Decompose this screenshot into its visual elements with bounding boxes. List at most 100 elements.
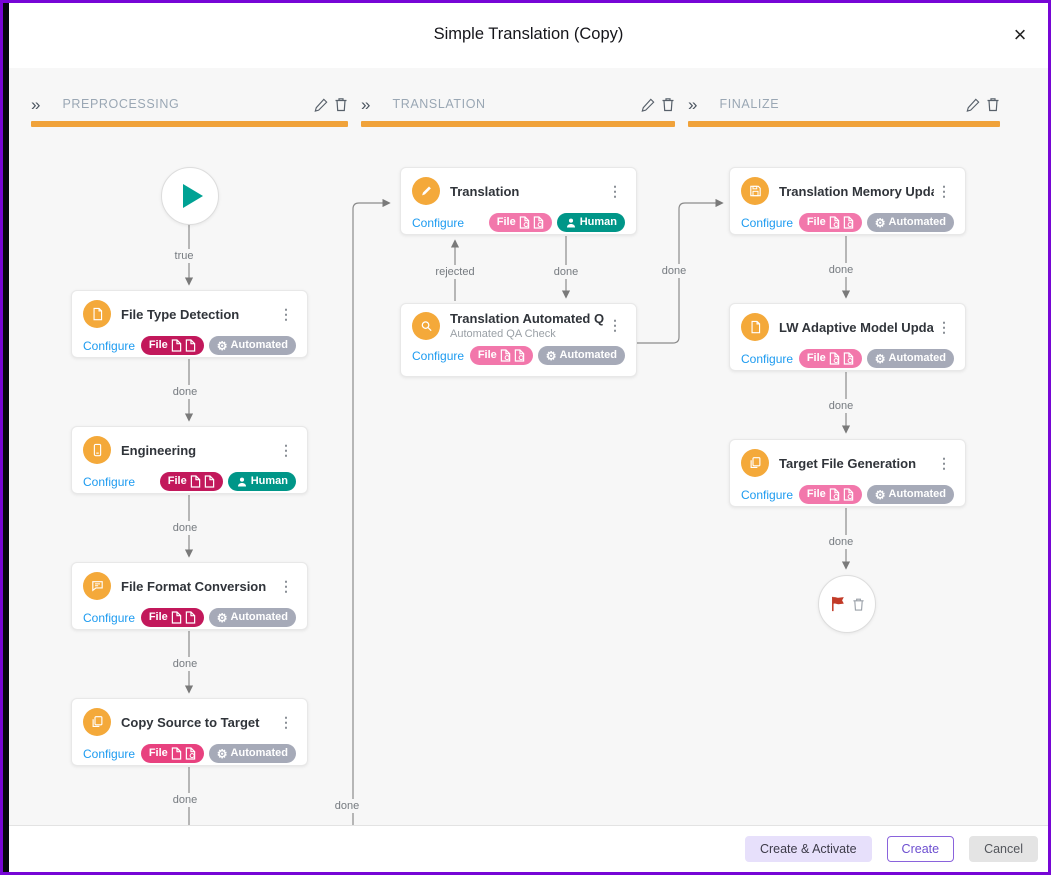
kebab-menu-icon[interactable]: ⋮	[937, 318, 951, 335]
edge-label-done: done	[168, 657, 202, 671]
node-lw-adaptive-model-updater[interactable]: LW Adaptive Model Updater ⋮ Configure Fi…	[729, 303, 966, 371]
kebab-menu-icon[interactable]: ⋮	[279, 441, 293, 458]
person-icon	[566, 218, 575, 228]
gear-icon: ⚙	[874, 351, 886, 366]
file-gear-icon	[500, 349, 511, 362]
file-gear-icon	[533, 216, 543, 229]
start-node[interactable]	[161, 167, 219, 225]
edge-label-done: done	[824, 263, 858, 277]
stage-progress-bar	[361, 121, 675, 127]
file-badge: File	[159, 472, 223, 491]
delete-stage-icon[interactable]	[661, 97, 675, 112]
configure-link[interactable]: Configure	[741, 351, 794, 366]
node-target-file-generation[interactable]: Target File Generation ⋮ Configure File …	[729, 439, 966, 507]
edge-label-done: done	[824, 535, 858, 549]
edge-label-done: done	[168, 793, 202, 807]
configure-link[interactable]: Configure	[412, 215, 465, 230]
kebab-menu-icon[interactable]: ⋮	[279, 713, 293, 730]
configure-link[interactable]: Configure	[412, 348, 465, 363]
stage-name: FINALIZE	[719, 97, 780, 111]
node-translation[interactable]: Translation ⋮ Configure File Human	[400, 167, 637, 235]
person-icon	[237, 477, 246, 487]
file-icon	[171, 747, 182, 760]
kebab-menu-icon[interactable]: ⋮	[608, 182, 622, 199]
human-badge: Human	[556, 213, 625, 232]
kebab-menu-icon[interactable]: ⋮	[279, 305, 293, 322]
automated-badge: ⚙ Automated	[866, 349, 954, 368]
pencil-icon	[412, 177, 440, 205]
flag-icon	[832, 596, 844, 612]
kebab-menu-icon[interactable]: ⋮	[608, 317, 622, 333]
chevrons-icon[interactable]: »	[688, 94, 698, 114]
copy-icon	[741, 449, 769, 477]
edge-label-done: done	[168, 521, 202, 535]
configure-link[interactable]: Configure	[83, 338, 136, 353]
cancel-button[interactable]: Cancel	[969, 836, 1038, 862]
edge-label-done: done	[657, 264, 691, 278]
edit-stage-icon[interactable]	[966, 97, 981, 112]
node-file-format-conversion[interactable]: File Format Conversion ⋮ Configure File …	[71, 562, 308, 630]
node-file-type-detection[interactable]: File Type Detection ⋮ Configure File ⚙ A…	[71, 290, 308, 358]
edge-label-done: done	[168, 385, 202, 399]
node-copy-source-to-target[interactable]: Copy Source to Target ⋮ Configure File ⚙…	[71, 698, 308, 766]
kebab-menu-icon[interactable]: ⋮	[937, 182, 951, 199]
node-title: Translation Automated Q...	[450, 311, 605, 326]
automated-badge: ⚙ Automated	[208, 608, 296, 627]
gear-icon: ⚙	[874, 215, 886, 230]
file-icon	[185, 611, 196, 624]
kebab-menu-icon[interactable]: ⋮	[279, 577, 293, 594]
dialog-title: Simple Translation (Copy)	[433, 25, 624, 43]
node-title: Translation Memory Update	[779, 183, 934, 199]
dialog-footer: Create & Activate Create Cancel	[9, 825, 1048, 872]
edit-stage-icon[interactable]	[641, 97, 656, 112]
node-title: Target File Generation	[779, 455, 917, 471]
node-translation-automated-qa[interactable]: Translation Automated Q... Automated QA …	[400, 303, 637, 377]
stage-name: PREPROCESSING	[62, 97, 180, 111]
file-gear-icon	[829, 352, 840, 365]
stage-progress-bar	[31, 121, 348, 127]
node-title: LW Adaptive Model Updater	[779, 319, 934, 335]
delete-stage-icon[interactable]	[334, 97, 348, 112]
edge-label-done: done	[824, 399, 858, 413]
node-engineering[interactable]: Engineering ⋮ Configure File Human	[71, 426, 308, 494]
file-badge: File	[140, 336, 204, 355]
configure-link[interactable]: Configure	[83, 746, 136, 761]
create-and-activate-button[interactable]: Create & Activate	[744, 836, 872, 862]
edit-stage-icon[interactable]	[314, 97, 329, 112]
configure-link[interactable]: Configure	[741, 215, 794, 230]
file-badge: File	[140, 608, 204, 627]
file-icon	[204, 475, 214, 488]
configure-link[interactable]: Configure	[83, 610, 136, 625]
delete-end-icon[interactable]	[852, 597, 865, 612]
file-icon	[171, 339, 182, 352]
node-title: File Type Detection	[121, 306, 240, 322]
kebab-menu-icon[interactable]: ⋮	[937, 454, 951, 471]
automated-badge: ⚙ Automated	[208, 336, 296, 355]
create-button[interactable]: Create	[886, 836, 955, 862]
delete-stage-icon[interactable]	[986, 97, 1000, 112]
chevrons-icon[interactable]: »	[31, 94, 41, 114]
file-icon	[171, 611, 182, 624]
file-gear-icon	[829, 216, 840, 229]
stage-progress-bar	[688, 121, 1000, 127]
gear-icon: ⚙	[216, 338, 228, 353]
save-icon	[741, 177, 769, 205]
edge-label-true: true	[170, 249, 198, 263]
close-icon[interactable]: ×	[1013, 22, 1027, 47]
device-icon	[83, 436, 111, 464]
configure-link[interactable]: Configure	[741, 487, 794, 502]
edge-label-done: done	[549, 265, 583, 279]
automated-badge: ⚙ Automated	[866, 213, 954, 232]
file-badge: File	[488, 213, 552, 232]
file-badge: File	[798, 213, 862, 232]
stage-preprocessing: » PREPROCESSING	[31, 91, 348, 127]
magnifier-icon	[412, 311, 440, 340]
configure-link[interactable]: Configure	[83, 474, 136, 489]
file-badge: File	[469, 346, 533, 365]
end-node[interactable]	[818, 575, 876, 633]
gear-icon: ⚙	[216, 746, 228, 761]
node-title: Translation	[450, 183, 520, 199]
chevrons-icon[interactable]: »	[361, 94, 371, 114]
file-icon	[185, 339, 196, 352]
node-translation-memory-update[interactable]: Translation Memory Update ⋮ Configure Fi…	[729, 167, 966, 235]
